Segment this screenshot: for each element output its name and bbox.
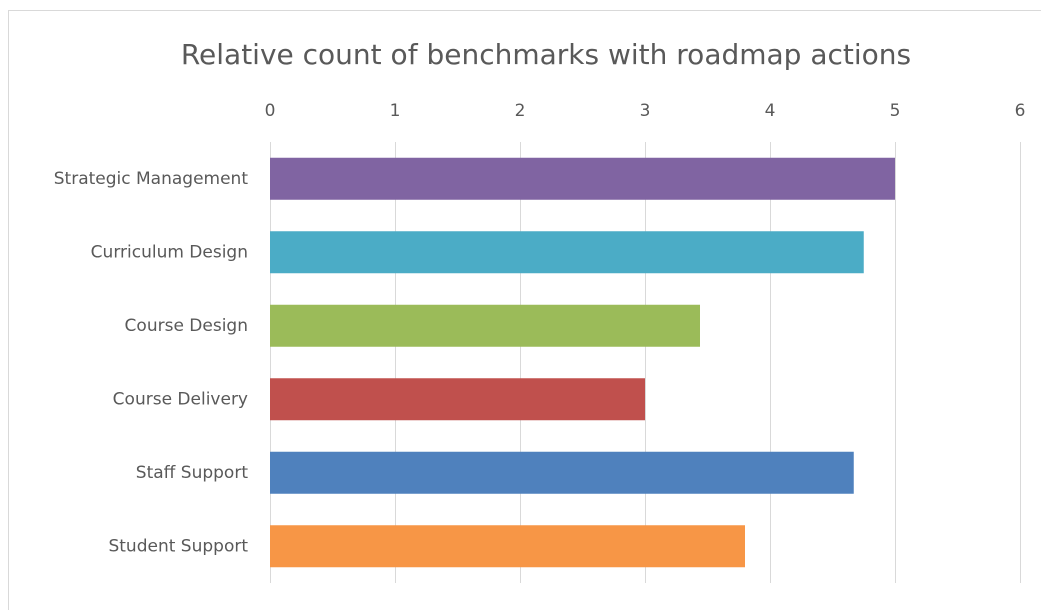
y-tick-label: Course Design [125,316,248,336]
x-tick-label: 4 [765,101,776,121]
bar [270,451,854,494]
x-tick-label: 3 [640,101,651,121]
bar [270,525,745,568]
chart-title: Relative count of benchmarks with roadma… [181,38,911,71]
bar [270,304,700,347]
x-tick-label: 0 [265,101,276,121]
bar [270,378,645,421]
y-tick-label: Course Delivery [113,389,248,409]
bar [270,231,864,274]
y-tick-label: Strategic Management [54,169,249,189]
y-tick-label: Curriculum Design [91,242,248,262]
x-tick-label: 2 [515,101,526,121]
bar [270,157,895,200]
x-tick-label: 5 [890,101,901,121]
x-tick-label: 1 [390,101,401,121]
y-tick-label: Student Support [108,536,248,556]
x-tick-label: 6 [1015,101,1026,121]
y-tick-label: Staff Support [136,463,249,483]
